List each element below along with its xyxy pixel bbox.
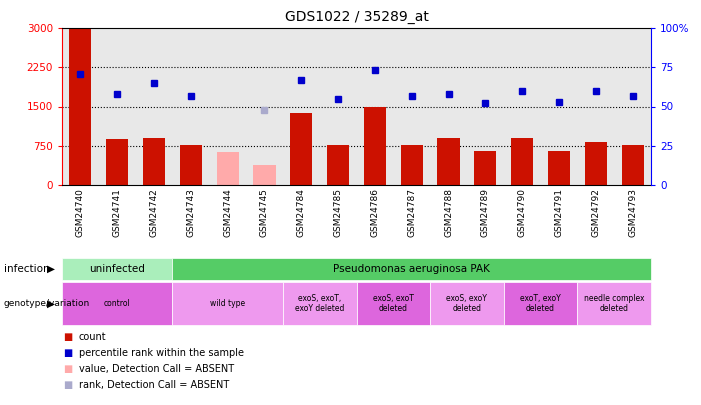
Text: exoS, exoT,
exoY deleted: exoS, exoT, exoY deleted: [295, 294, 344, 313]
Bar: [401, 145, 423, 185]
Text: uninfected: uninfected: [89, 264, 145, 274]
Bar: [622, 145, 644, 185]
Bar: [511, 138, 533, 185]
Text: ▶: ▶: [47, 298, 55, 309]
Text: exoS, exoT
deleted: exoS, exoT deleted: [373, 294, 414, 313]
Text: ■: ■: [63, 380, 72, 390]
Text: count: count: [79, 332, 106, 342]
Bar: [437, 138, 460, 185]
Bar: [364, 107, 386, 185]
Bar: [475, 151, 496, 185]
Bar: [327, 145, 349, 185]
Bar: [548, 151, 570, 185]
Bar: [217, 151, 239, 185]
Text: ■: ■: [63, 348, 72, 358]
Bar: [585, 142, 607, 185]
Bar: [357, 282, 430, 325]
Text: control: control: [104, 299, 130, 308]
Bar: [283, 282, 357, 325]
Bar: [62, 258, 172, 280]
Text: exoS, exoY
deleted: exoS, exoY deleted: [447, 294, 487, 313]
Text: ▶: ▶: [47, 264, 55, 274]
Title: GDS1022 / 35289_at: GDS1022 / 35289_at: [285, 10, 428, 24]
Text: needle complex
deleted: needle complex deleted: [584, 294, 644, 313]
Text: rank, Detection Call = ABSENT: rank, Detection Call = ABSENT: [79, 380, 229, 390]
Text: genotype/variation: genotype/variation: [4, 299, 90, 308]
Text: ■: ■: [63, 332, 72, 342]
Bar: [179, 145, 202, 185]
Bar: [143, 138, 165, 185]
Text: infection: infection: [4, 264, 49, 274]
Bar: [254, 165, 275, 185]
Bar: [172, 282, 283, 325]
Text: Pseudomonas aeruginosa PAK: Pseudomonas aeruginosa PAK: [333, 264, 490, 274]
Bar: [172, 258, 651, 280]
Bar: [430, 282, 504, 325]
Bar: [290, 113, 313, 185]
Bar: [69, 28, 91, 185]
Bar: [62, 282, 172, 325]
Bar: [578, 282, 651, 325]
Bar: [504, 282, 578, 325]
Text: percentile rank within the sample: percentile rank within the sample: [79, 348, 243, 358]
Text: wild type: wild type: [210, 299, 245, 308]
Text: value, Detection Call = ABSENT: value, Detection Call = ABSENT: [79, 364, 233, 374]
Text: ■: ■: [63, 364, 72, 374]
Text: exoT, exoY
deleted: exoT, exoY deleted: [520, 294, 561, 313]
Bar: [106, 139, 128, 185]
